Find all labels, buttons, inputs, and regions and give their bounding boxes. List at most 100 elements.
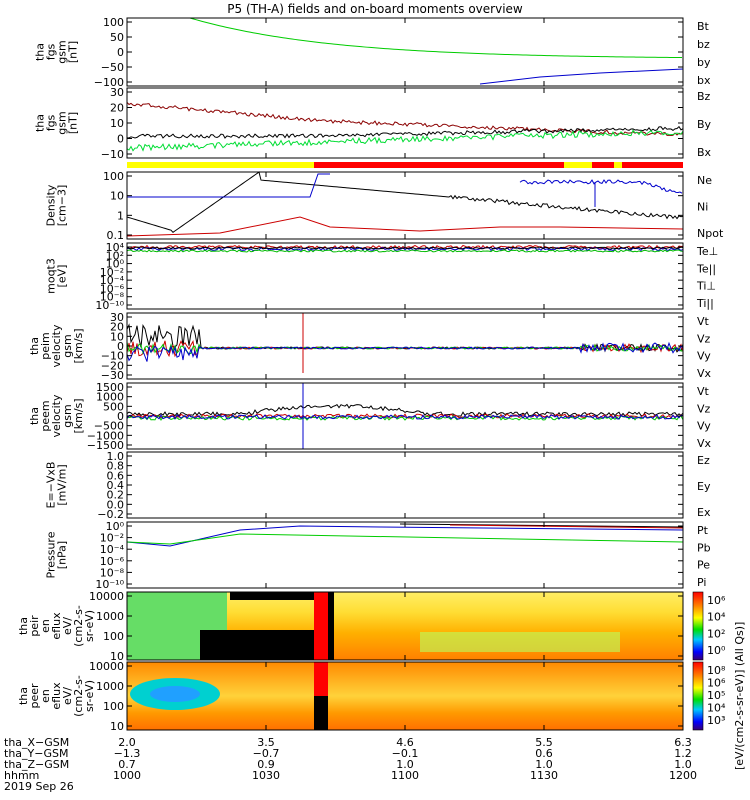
y-tick-label: 10000 <box>89 590 124 603</box>
panel-frame <box>127 18 683 86</box>
x-axis-value: 1130 <box>530 769 558 782</box>
date-label: 2019 Sep 26 <box>4 780 74 793</box>
y-axis-label: [nT] <box>67 112 80 134</box>
ion-spectrogram-black-top <box>230 592 314 600</box>
legend-entry: by <box>697 56 711 69</box>
y-tick-label: 1000 <box>96 610 124 623</box>
electron-spectrogram-black-block <box>314 696 328 730</box>
legend-entry: Ti|| <box>696 297 714 310</box>
region-bar-yellow <box>564 162 592 168</box>
legend-entry: Vt <box>697 385 710 398</box>
series-bx <box>480 69 683 84</box>
y-tick-label: 1000 <box>96 680 124 693</box>
legend-entry: bx <box>697 74 711 87</box>
legend-entry: Ez <box>697 454 710 467</box>
colorbar-tick-label: 10⁶ <box>707 594 726 607</box>
colorbar <box>693 662 703 730</box>
series-ne <box>127 217 683 236</box>
y-tick-label: −50 <box>101 61 124 74</box>
y-tick-label: 10 <box>110 190 124 203</box>
colorbar-tick-label: 10⁰ <box>707 644 726 657</box>
legend-entry: Vy <box>697 350 711 363</box>
y-tick-label: 30 <box>110 86 124 99</box>
legend-entry: Bz <box>697 90 711 103</box>
legend-entry: Ni <box>697 201 708 214</box>
y-tick-label: −10 <box>101 148 124 161</box>
colorbar-tick-label: 10⁴ <box>707 702 726 715</box>
y-axis-label: [cm−3] <box>56 185 69 227</box>
x-axis-value: 1100 <box>391 769 419 782</box>
colorbar-tick-label: 10⁵ <box>707 689 725 702</box>
series-ti-par <box>127 250 683 252</box>
legend-entry: Te⊥ <box>696 245 718 258</box>
series-ni <box>127 172 683 232</box>
legend-entry: Ti⊥ <box>696 280 716 293</box>
region-bar-yellow <box>614 162 622 168</box>
legend-entry: Vt <box>697 315 710 328</box>
colorbar-tick-label: 10³ <box>707 714 725 727</box>
colorbar <box>693 592 703 660</box>
colorbar-tick-label: 10⁴ <box>707 611 726 624</box>
series-vx <box>127 343 683 361</box>
y-tick-label: 10 <box>110 720 124 733</box>
region-bar-red <box>314 162 564 168</box>
legend-entry: Pb <box>697 541 711 554</box>
region-bar-yellow <box>127 162 317 168</box>
y-tick-label: 10000 <box>89 660 124 673</box>
y-axis-label: [km/s] <box>72 398 85 433</box>
y-tick-label: 100 <box>103 630 124 643</box>
x-axis-value: 1000 <box>113 769 141 782</box>
y-tick-label: 100 <box>103 700 124 713</box>
colorbar-tick-label: 10² <box>707 627 725 640</box>
ion-spectrogram-black-stripe <box>328 592 334 660</box>
region-bar-red <box>592 162 614 168</box>
legend-entry: Vx <box>697 367 712 380</box>
legend-entry: Bt <box>697 20 710 33</box>
legend-entry: Npot <box>697 227 724 240</box>
legend-entry: Pi <box>697 576 706 589</box>
legend-entry: By <box>697 118 712 131</box>
panel-frame <box>127 313 683 379</box>
y-axis-label: [km/s] <box>72 328 85 363</box>
series-by <box>190 18 682 58</box>
series-npot-late <box>520 180 682 193</box>
colorbar-tick-label: 10⁶ <box>707 677 726 690</box>
legend-entry: bz <box>697 38 710 51</box>
panel-frame <box>127 522 683 588</box>
legend-entry: Pt <box>697 524 709 537</box>
colorbar-label: [eV/(cm2-s-sr-eV)] (All Qs)] <box>733 622 746 770</box>
y-axis-label: [eV] <box>56 265 69 288</box>
y-tick-label: 100 <box>103 170 124 183</box>
ion-spectrogram-red-stripe <box>314 592 328 660</box>
y-tick-label: 20 <box>110 102 124 115</box>
series-by <box>127 127 683 138</box>
legend-entry: Bx <box>697 146 712 159</box>
y-axis-label: sr-eV) <box>83 610 96 642</box>
y-axis-label: [nT] <box>67 41 80 63</box>
ion-spectrogram-black-region <box>200 630 314 660</box>
legend-entry: Te|| <box>696 262 716 275</box>
y-axis-label: [mV/m] <box>56 464 69 505</box>
series-pe <box>127 534 683 544</box>
legend-entry: Vy <box>697 420 711 433</box>
y-tick-label: 10 <box>110 117 124 130</box>
region-bar-red <box>622 162 683 168</box>
chart-title: P5 (TH-A) fields and on-board moments ov… <box>227 2 523 16</box>
legend-entry: Ey <box>697 480 711 493</box>
y-axis-label: sr-eV) <box>83 680 96 712</box>
x-axis-value: 1200 <box>669 769 697 782</box>
y-axis-label: [nPa] <box>56 541 69 569</box>
y-tick-label: 1 <box>117 209 124 222</box>
y-tick-label: 100 <box>103 16 124 29</box>
y-tick-label: 0 <box>117 133 124 146</box>
legend-entry: Vx <box>697 437 712 450</box>
y-tick-label: 0 <box>117 46 124 59</box>
ion-spectrogram-green-band <box>420 632 620 652</box>
legend-entry: Vz <box>697 402 711 415</box>
legend-entry: Ne <box>697 174 712 187</box>
series-pi <box>127 526 683 546</box>
electron-spectrogram-blue-core <box>150 686 200 702</box>
panel-frame <box>127 452 683 518</box>
panel-frame <box>127 243 683 309</box>
